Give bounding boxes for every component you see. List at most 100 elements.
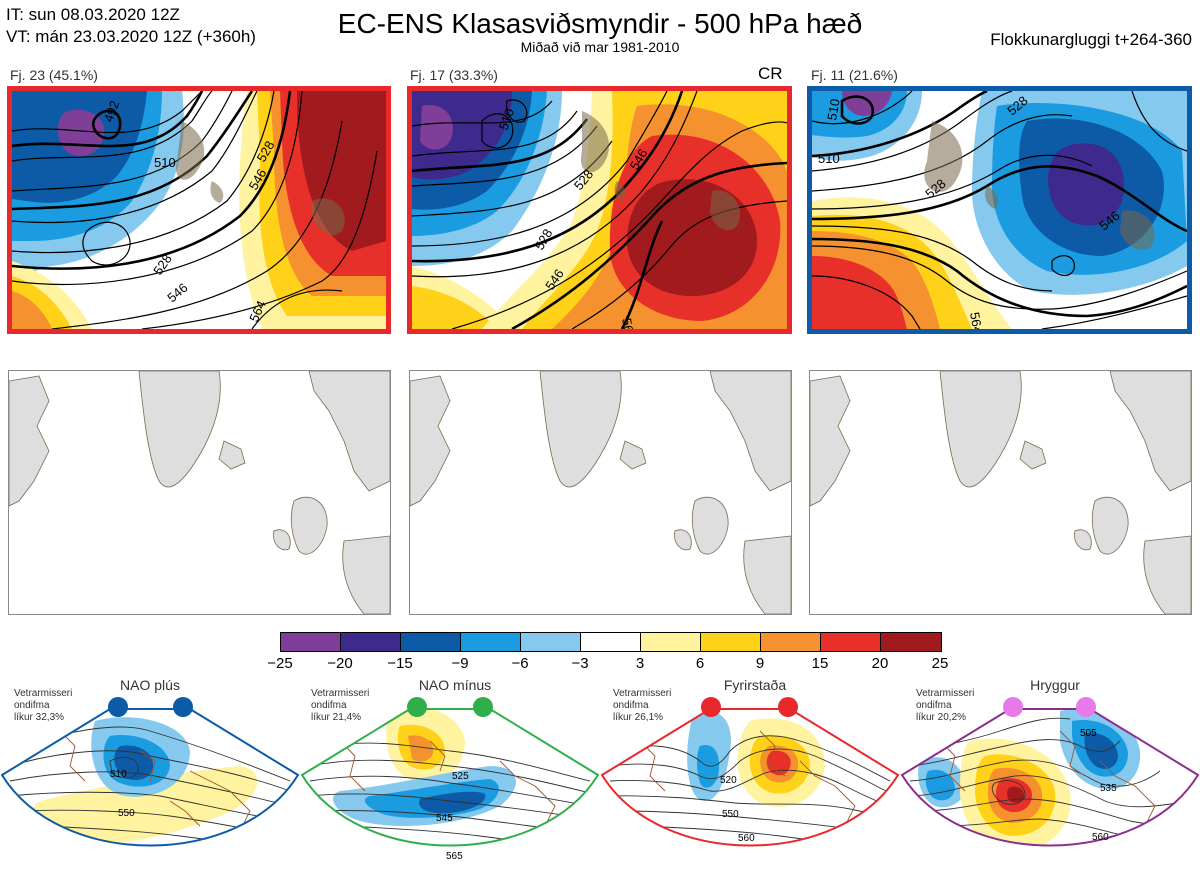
regime-note-line: líkur 26,1% [613, 712, 664, 723]
regime-note: Vetrarmisseri ondifma líkur 20,2% [916, 688, 974, 724]
colorbar-tick-label: 9 [755, 655, 765, 672]
contour-label: 535 [1100, 783, 1117, 794]
contour-label: 510 [496, 107, 518, 133]
regime-ridge-map: 505 535 560 [900, 697, 1200, 847]
colorbar-swatch [341, 633, 401, 651]
regime-indicator-dot [1003, 697, 1023, 717]
contour-label: 545 [436, 813, 453, 824]
regime-blocking-map: 520 550 560 [600, 697, 900, 847]
contour-label: 505 [1080, 728, 1097, 739]
colorbar-tick-label: 20 [871, 655, 889, 672]
colorbar-tick-label: −15 [387, 655, 413, 672]
colorbar-tick-label: 3 [635, 655, 645, 672]
cluster-map-2-canvas: 510 528 546 528 546 564 [412, 91, 787, 329]
regime-nao-plus-map: 510 550 [0, 697, 300, 847]
cluster-map-1: 492 510 528 546 528 546 564 [7, 86, 391, 334]
colorbar-swatch [881, 633, 941, 651]
colorbar-swatch [761, 633, 821, 651]
valid-time: VT: mán 23.03.2020 12Z (+360h) [6, 27, 256, 46]
base-map-2-canvas [410, 371, 791, 614]
cluster-map-2: 510 528 546 528 546 564 [407, 86, 792, 334]
regime-nao-plus: NAO plús Vetrarmisseri ondifma líkur 32,… [0, 676, 300, 871]
colorbar-tick-label: −6 [511, 655, 529, 672]
regime-title: Hryggur [1030, 677, 1080, 693]
colorbar-swatch [821, 633, 881, 651]
panel-3-label: Fj. 11 (21.6%) [811, 67, 898, 83]
cluster-map-3-canvas: 510 510 528 528 546 564 [812, 91, 1187, 329]
regime-nao-minus: NAO mínus Vetrarmisseri ondifma líkur 21… [300, 676, 600, 871]
regime-note-line: Vetrarmisseri [311, 688, 370, 699]
regime-note-line: ondifma [14, 700, 50, 711]
colorbar-swatch [581, 633, 641, 651]
regime-note-line: líkur 20,2% [916, 712, 967, 723]
contour-label: 510 [154, 155, 176, 170]
colorbar-swatch [641, 633, 701, 651]
regime-title: NAO mínus [418, 677, 492, 693]
regime-blocking: Fyrirstaða Vetrarmisseri ondifma líkur 2… [600, 676, 900, 871]
regime-title: NAO plús [120, 677, 180, 693]
contour-label: 510 [818, 151, 840, 166]
contour-label: 564 [967, 311, 986, 329]
contour-label: 525 [452, 771, 469, 782]
contour-label: 565 [446, 851, 463, 862]
contour-label: 560 [1092, 832, 1109, 843]
regime-indicator-dot [778, 697, 798, 717]
page-title: EC-ENS Klasasviðsmyndir - 500 hPa hæð [337, 8, 863, 39]
regime-indicator-dot [701, 697, 721, 717]
contour-label: 550 [118, 808, 135, 819]
panel-2-extra-label: CR [758, 64, 783, 83]
colorbar-swatch [461, 633, 521, 651]
colorbar-ticks: −25 −20 −15 −9 −6 −3 3 6 9 15 20 25 [250, 655, 970, 672]
colorbar-tick-label: −25 [267, 655, 293, 672]
regime-note-line: Vetrarmisseri [613, 688, 672, 699]
colorbar-swatch [701, 633, 761, 651]
colorbar-tick-label: 15 [811, 655, 829, 672]
contour-label: 510 [824, 98, 843, 122]
regime-ridge: Hryggur Vetrarmisseri ondifma líkur 20,2… [900, 676, 1200, 871]
colorbar-tick-label: −20 [327, 655, 353, 672]
contour-label: 560 [738, 833, 755, 844]
colorbar-swatch [521, 633, 581, 651]
colorbar-tick-label: −9 [451, 655, 469, 672]
colorbar [280, 632, 942, 652]
regime-note-line: líkur 32,3% [14, 712, 65, 723]
regime-note: Vetrarmisseri ondifma líkur 21,4% [311, 688, 369, 724]
base-map-2 [409, 370, 792, 615]
cluster-map-1-canvas: 492 510 528 546 528 546 564 [12, 91, 386, 329]
regime-note: Vetrarmisseri ondifma líkur 32,3% [14, 688, 72, 724]
contour-label: 492 [101, 99, 123, 125]
regime-indicator-dot [1076, 697, 1096, 717]
panel-2-label: Fj. 17 (33.3%) [410, 67, 498, 83]
regime-indicator-dot [108, 697, 128, 717]
regime-note: Vetrarmisseri ondifma líkur 26,1% [613, 688, 671, 724]
regime-title: Fyrirstaða [723, 677, 787, 693]
colorbar-swatch [281, 633, 341, 651]
regime-indicator-dot [473, 697, 493, 717]
regime-indicator-dot [173, 697, 193, 717]
contour-label: 550 [722, 809, 739, 820]
initial-time: IT: sun 08.03.2020 12Z [6, 5, 180, 24]
regime-note-line: Vetrarmisseri [14, 688, 73, 699]
cluster-map-3: 510 510 528 528 546 564 [807, 86, 1192, 334]
contour-label: 520 [720, 775, 737, 786]
page-subtitle: Miðað við mar 1981-2010 [520, 39, 680, 55]
colorbar-tick-label: 25 [931, 655, 949, 672]
colorbar-swatch [401, 633, 461, 651]
base-map-3-canvas [810, 371, 1191, 614]
regime-note-line: ondifma [613, 700, 649, 711]
regime-indicator-dot [407, 697, 427, 717]
contour-label: 510 [110, 769, 127, 780]
regime-note-line: ondifma [916, 700, 952, 711]
base-map-1-canvas [9, 371, 390, 614]
regime-note-line: Vetrarmisseri [916, 688, 975, 699]
regime-note-line: ondifma [311, 700, 347, 711]
base-map-3 [809, 370, 1192, 615]
classification-window: Flokkunargluggi t+264-360 [990, 30, 1192, 49]
regime-note-line: líkur 21,4% [311, 712, 362, 723]
panel-1-label: Fj. 23 (45.1%) [10, 67, 98, 83]
colorbar-tick-label: −3 [571, 655, 589, 672]
base-map-1 [8, 370, 391, 615]
forecast-times: IT: sun 08.03.2020 12Z VT: mán 23.03.202… [6, 4, 256, 48]
regime-nao-minus-map: 525 545 565 [300, 697, 600, 862]
colorbar-tick-label: 6 [695, 655, 705, 672]
